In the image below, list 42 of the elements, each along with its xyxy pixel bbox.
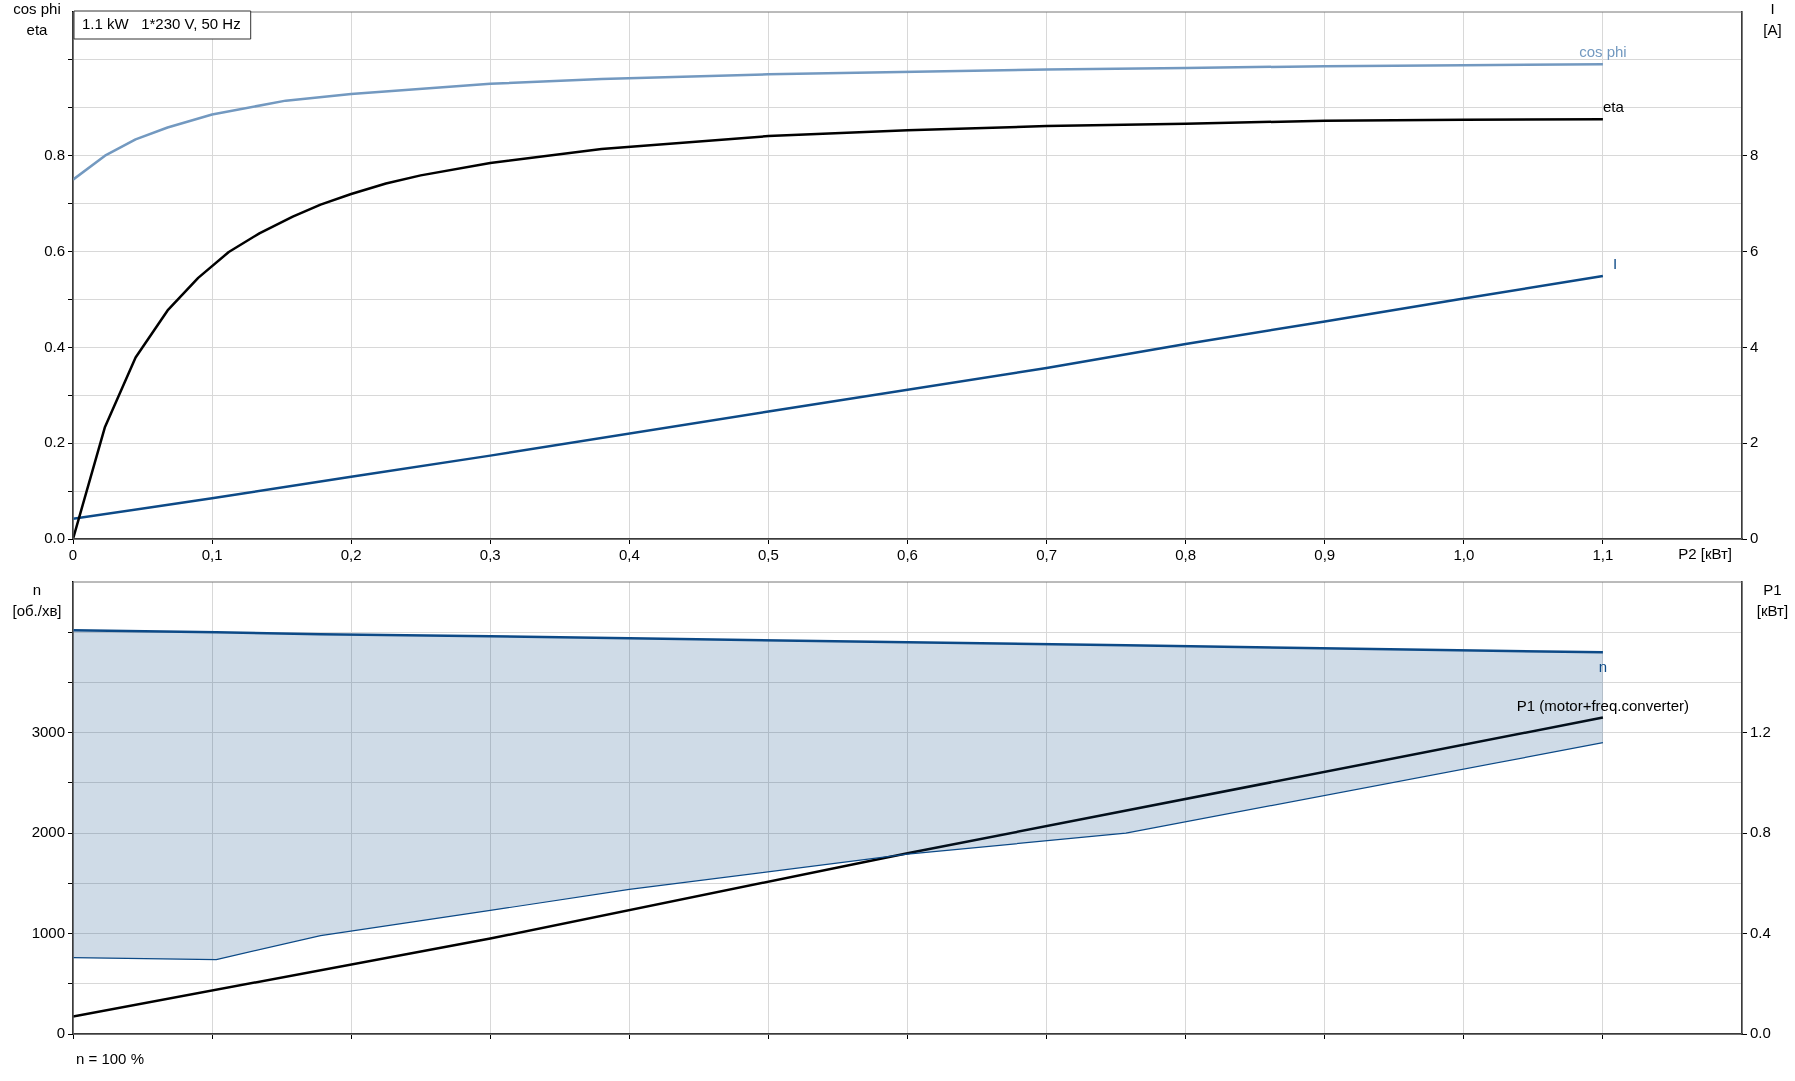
y-tick-label: 0: [56, 1024, 65, 1042]
y-axis-title: n [об./хв]: [12, 581, 62, 620]
text: n = 100 %: [76, 1050, 144, 1068]
y2-tick-label: 4: [1750, 337, 1759, 355]
y2-tick-label: 0.4: [1750, 923, 1771, 941]
y2-tick-label: 6: [1750, 241, 1759, 259]
x-tick-label: 0,5: [757, 546, 779, 564]
x-tick-label: 0: [68, 546, 78, 564]
series-label: eta: [1602, 98, 1625, 116]
y2-tick-label: 0.0: [1750, 1024, 1771, 1042]
series-label: P1 (motor+freq.converter): [1516, 696, 1689, 714]
series-label: n: [1598, 658, 1608, 676]
x-tick-label: 0,3: [479, 546, 501, 564]
y2-tick-label: 1.2: [1750, 722, 1771, 740]
x-tick-label: 0,8: [1175, 546, 1197, 564]
y-tick-label: 2000: [31, 823, 65, 841]
y-tick-label: 0.6: [44, 241, 65, 259]
x-tick-label: 0,9: [1314, 546, 1336, 564]
y2-tick-label: 0: [1750, 529, 1759, 547]
y-tick-label: 0.2: [44, 433, 65, 451]
y-tick-label: 1000: [31, 923, 65, 941]
x-tick-label: 1,1: [1592, 546, 1614, 564]
y2-axis-title: P1 [кВт]: [1756, 581, 1789, 620]
x-tick-label: 0,2: [340, 546, 362, 564]
y-tick-label: 0.4: [44, 337, 65, 355]
y-tick-label: 3000: [31, 722, 65, 740]
y-axis-title: cos phi eta: [13, 0, 61, 39]
x-tick-label: 0,4: [618, 546, 640, 564]
x-tick-label: 1,0: [1453, 546, 1475, 564]
y2-tick-label: 2: [1750, 433, 1759, 451]
y-tick-label: 0.0: [44, 529, 65, 547]
series-label: I: [1612, 255, 1618, 273]
y-tick-label: 0.8: [44, 145, 65, 163]
y2-tick-label: 8: [1750, 145, 1759, 163]
chart-title: 1.1 kW 1*230 V, 50 Hz: [82, 15, 241, 33]
x-tick-label: 0,6: [897, 546, 918, 564]
x-tick-label: 0,1: [201, 546, 223, 564]
y2-tick-label: 0.8: [1750, 823, 1771, 841]
series-label: cos phi: [1579, 43, 1627, 61]
x-axis-title: P2 [кВт]: [1678, 545, 1732, 563]
y2-axis-title: I [A]: [1763, 0, 1782, 39]
x-tick-label: 0,7: [1036, 546, 1058, 564]
